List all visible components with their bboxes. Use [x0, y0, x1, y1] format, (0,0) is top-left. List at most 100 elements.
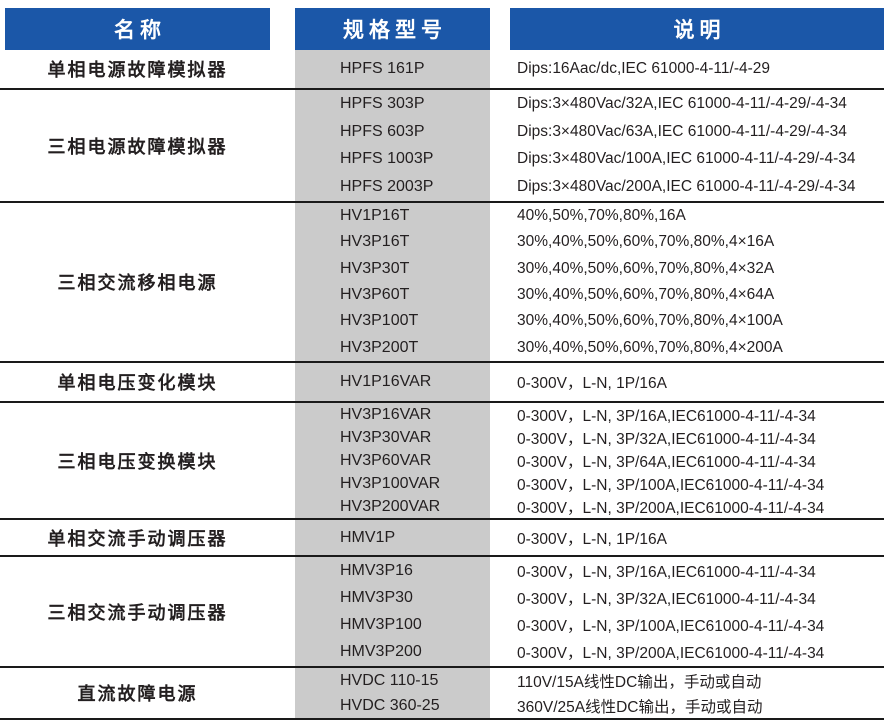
spec-line: HV3P30T 30%,40%,50%,60%,70%,80%,4×32A — [295, 255, 884, 282]
spec-line: HV3P100VAR 0-300V，L-N, 3P/100A,IEC61000-4… — [295, 472, 884, 495]
model-cell: HMV3P200 — [295, 638, 490, 666]
row-lines: HVDC 110-15 110V/15A线性DC输出，手动或自动 HVDC 360-… — [295, 668, 884, 718]
description-cell: 40%,50%,70%,80%,16A — [517, 207, 686, 225]
column-gap — [270, 557, 295, 666]
model-cell: HV3P200T — [295, 334, 490, 361]
column-gap — [270, 203, 295, 361]
spec-line: HVDC 110-15 110V/15A线性DC输出，手动或自动 — [295, 668, 884, 693]
description-cell: 30%,40%,50%,60%,70%,80%,4×200A — [517, 338, 783, 356]
description-cell: 0-300V，L-N, 3P/16A,IEC61000-4-11/-4-34 — [517, 563, 816, 581]
description-cell: 110V/15A线性DC输出，手动或自动 — [517, 673, 762, 691]
model-cell: HV3P60VAR — [295, 449, 490, 472]
model-cell: HV3P16VAR — [295, 403, 490, 426]
spec-line: HV3P200VAR 0-300V，L-N, 3P/200A,IEC61000-4… — [295, 495, 884, 518]
table-row: 三相交流手动调压器 HMV3P16 0-300V，L-N, 3P/16A,IEC61… — [0, 557, 884, 668]
description-cell: Dips:16Aac/dc,IEC 61000-4-11/-4-29 — [517, 60, 771, 77]
model-cell: HV3P30VAR — [295, 426, 490, 449]
model-cell: HPFS 2003P — [295, 173, 490, 201]
header-cell-description: 说明 — [510, 8, 884, 50]
description-cell: 30%,40%,50%,60%,70%,80%,4×100A — [517, 312, 783, 330]
table-row: 单相电源故障模拟器 HPFS 161P Dips:16Aac/dc,IEC 6100… — [0, 50, 884, 90]
table-body: 单相电源故障模拟器 HPFS 161P Dips:16Aac/dc,IEC 6100… — [0, 50, 884, 720]
model-cell: HV3P16T — [295, 229, 490, 256]
product-name: 单相电源故障模拟器 — [47, 60, 228, 80]
row-lines: HMV1P 0-300V，L-N, 1P/16A — [295, 520, 884, 555]
description-cell: 0-300V，L-N, 3P/100A,IEC61000-4-11/-4-34 — [517, 618, 825, 636]
table-row: 直流故障电源 HVDC 110-15 110V/15A线性DC输出，手动或自动 HVD… — [0, 668, 884, 720]
spec-line: HV3P16T 30%,40%,50%,60%,70%,80%,4×16A — [295, 229, 884, 256]
model-cell: HMV1P — [295, 520, 490, 555]
spec-line: HPFS 161P Dips:16Aac/dc,IEC 61000-4-11/-4… — [295, 50, 884, 88]
description-cell: 30%,40%,50%,60%,70%,80%,4×32A — [517, 259, 775, 277]
row-lines: HV3P16VAR 0-300V，L-N, 3P/16A,IEC61000-4-1… — [295, 403, 884, 518]
model-cell: HVDC 360-25 — [295, 693, 490, 718]
model-cell: HMV3P100 — [295, 611, 490, 639]
table-row: 三相电源故障模拟器 HPFS 303P Dips:3×480Vac/32A,IEC … — [0, 90, 884, 203]
spec-line: HV3P100T 30%,40%,50%,60%,70%,80%,4×100A — [295, 308, 884, 335]
model-cell: HPFS 161P — [295, 50, 490, 88]
spec-line: HV3P60T 30%,40%,50%,60%,70%,80%,4×64A — [295, 281, 884, 309]
description-cell: 0-300V，L-N, 3P/200A,IEC61000-4-11/-4-34 — [517, 645, 825, 663]
spec-line: HMV1P 0-300V，L-N, 1P/16A — [295, 520, 884, 555]
description-cell: 0-300V，L-N, 3P/200A,IEC61000-4-11/-4-34 — [517, 499, 825, 517]
model-cell: HV1P16VAR — [295, 363, 490, 401]
spec-line: HV3P16VAR 0-300V，L-N, 3P/16A,IEC61000-4-1… — [295, 403, 884, 426]
spec-line: HV3P200T 30%,40%,50%,60%,70%,80%,4×200A — [295, 334, 884, 361]
description-cell: 0-300V，L-N, 1P/16A — [517, 375, 667, 392]
model-cell: HV3P60T — [295, 281, 490, 309]
spec-line: HPFS 1003P Dips:3×480Vac/100A,IEC 61000-4… — [295, 145, 884, 174]
row-lines: HV1P16T 40%,50%,70%,80%,16A HV3P16T 30%,40%… — [295, 203, 884, 361]
table-row: 单相交流手动调压器 HMV1P 0-300V，L-N, 1P/16A — [0, 520, 884, 557]
row-lines: HPFS 303P Dips:3×480Vac/32A,IEC 61000-4-1… — [295, 90, 884, 201]
column-gap — [270, 90, 295, 201]
description-cell: 0-300V，L-N, 3P/32A,IEC61000-4-11/-4-34 — [517, 590, 816, 608]
model-cell: HV1P16T — [295, 203, 490, 230]
product-name: 三相电源故障模拟器 — [47, 136, 228, 157]
column-gap — [270, 363, 295, 401]
description-cell: 0-300V，L-N, 3P/64A,IEC61000-4-11/-4-34 — [517, 453, 816, 471]
header-cell-model: 规格型号 — [295, 8, 490, 50]
row-lines: HPFS 161P Dips:16Aac/dc,IEC 61000-4-11/-4… — [295, 50, 884, 88]
description-cell: 360V/25A线性DC输出，手动或自动 — [517, 698, 763, 716]
model-cell: HMV3P16 — [295, 557, 490, 585]
spec-line: HV3P30VAR 0-300V，L-N, 3P/32A,IEC61000-4-1… — [295, 426, 884, 449]
spec-line: HV1P16VAR 0-300V，L-N, 1P/16A — [295, 363, 884, 401]
product-name: 单相电压变化模块 — [57, 373, 218, 393]
product-name: 直流故障电源 — [77, 684, 198, 704]
description-cell: 0-300V，L-N, 3P/16A,IEC61000-4-11/-4-34 — [517, 407, 816, 425]
row-lines: HV1P16VAR 0-300V，L-N, 1P/16A — [295, 363, 884, 401]
spec-line: HMV3P30 0-300V，L-N, 3P/32A,IEC61000-4-11/… — [295, 584, 884, 612]
table-row: 三相交流移相电源 HV1P16T 40%,50%,70%,80%,16A HV3P16… — [0, 203, 884, 363]
model-cell: HMV3P30 — [295, 584, 490, 612]
description-cell: Dips:3×480Vac/32A,IEC 61000-4-11/-4-29/-… — [517, 94, 847, 112]
column-gap — [270, 50, 295, 88]
column-gap — [270, 520, 295, 555]
product-name: 三相交流手动调压器 — [47, 602, 228, 623]
description-cell: 0-300V，L-N, 3P/32A,IEC61000-4-11/-4-34 — [517, 430, 816, 448]
row-lines: HMV3P16 0-300V，L-N, 3P/16A,IEC61000-4-11/… — [295, 557, 884, 666]
product-name: 三相交流移相电源 — [57, 273, 218, 293]
model-cell: HV3P100VAR — [295, 472, 490, 495]
spec-line: HVDC 360-25 360V/25A线性DC输出，手动或自动 — [295, 693, 884, 718]
description-cell: 0-300V，L-N, 1P/16A — [517, 530, 667, 548]
header-cell-name: 名称 — [5, 8, 270, 50]
table-row: 单相电压变化模块 HV1P16VAR 0-300V，L-N, 1P/16A — [0, 363, 884, 403]
spec-line: HMV3P16 0-300V，L-N, 3P/16A,IEC61000-4-11/… — [295, 557, 884, 585]
model-cell: HPFS 303P — [295, 90, 490, 118]
table-row: 三相电压变换模块 HV3P16VAR 0-300V，L-N, 3P/16A,IEC6… — [0, 403, 884, 520]
column-gap — [270, 668, 295, 718]
spec-line: HPFS 303P Dips:3×480Vac/32A,IEC 61000-4-1… — [295, 90, 884, 118]
model-cell: HV3P30T — [295, 255, 490, 282]
description-cell: 0-300V，L-N, 3P/100A,IEC61000-4-11/-4-34 — [517, 476, 825, 494]
description-cell: 30%,40%,50%,60%,70%,80%,4×64A — [517, 286, 775, 304]
model-cell: HV3P200VAR — [295, 495, 490, 518]
spec-line: HPFS 2003P Dips:3×480Vac/200A,IEC 61000-4… — [295, 173, 884, 201]
spec-line: HMV3P100 0-300V，L-N, 3P/100A,IEC61000-4-1… — [295, 611, 884, 639]
spec-line: HPFS 603P Dips:3×480Vac/63A,IEC 61000-4-1… — [295, 117, 884, 146]
column-gap — [270, 403, 295, 518]
spec-line: HMV3P200 0-300V，L-N, 3P/200A,IEC61000-4-1… — [295, 638, 884, 666]
spec-line: HV3P60VAR 0-300V，L-N, 3P/64A,IEC61000-4-1… — [295, 449, 884, 472]
product-name: 三相电压变换模块 — [57, 451, 218, 472]
description-cell: Dips:3×480Vac/100A,IEC 61000-4-11/-4-29/… — [517, 150, 856, 168]
